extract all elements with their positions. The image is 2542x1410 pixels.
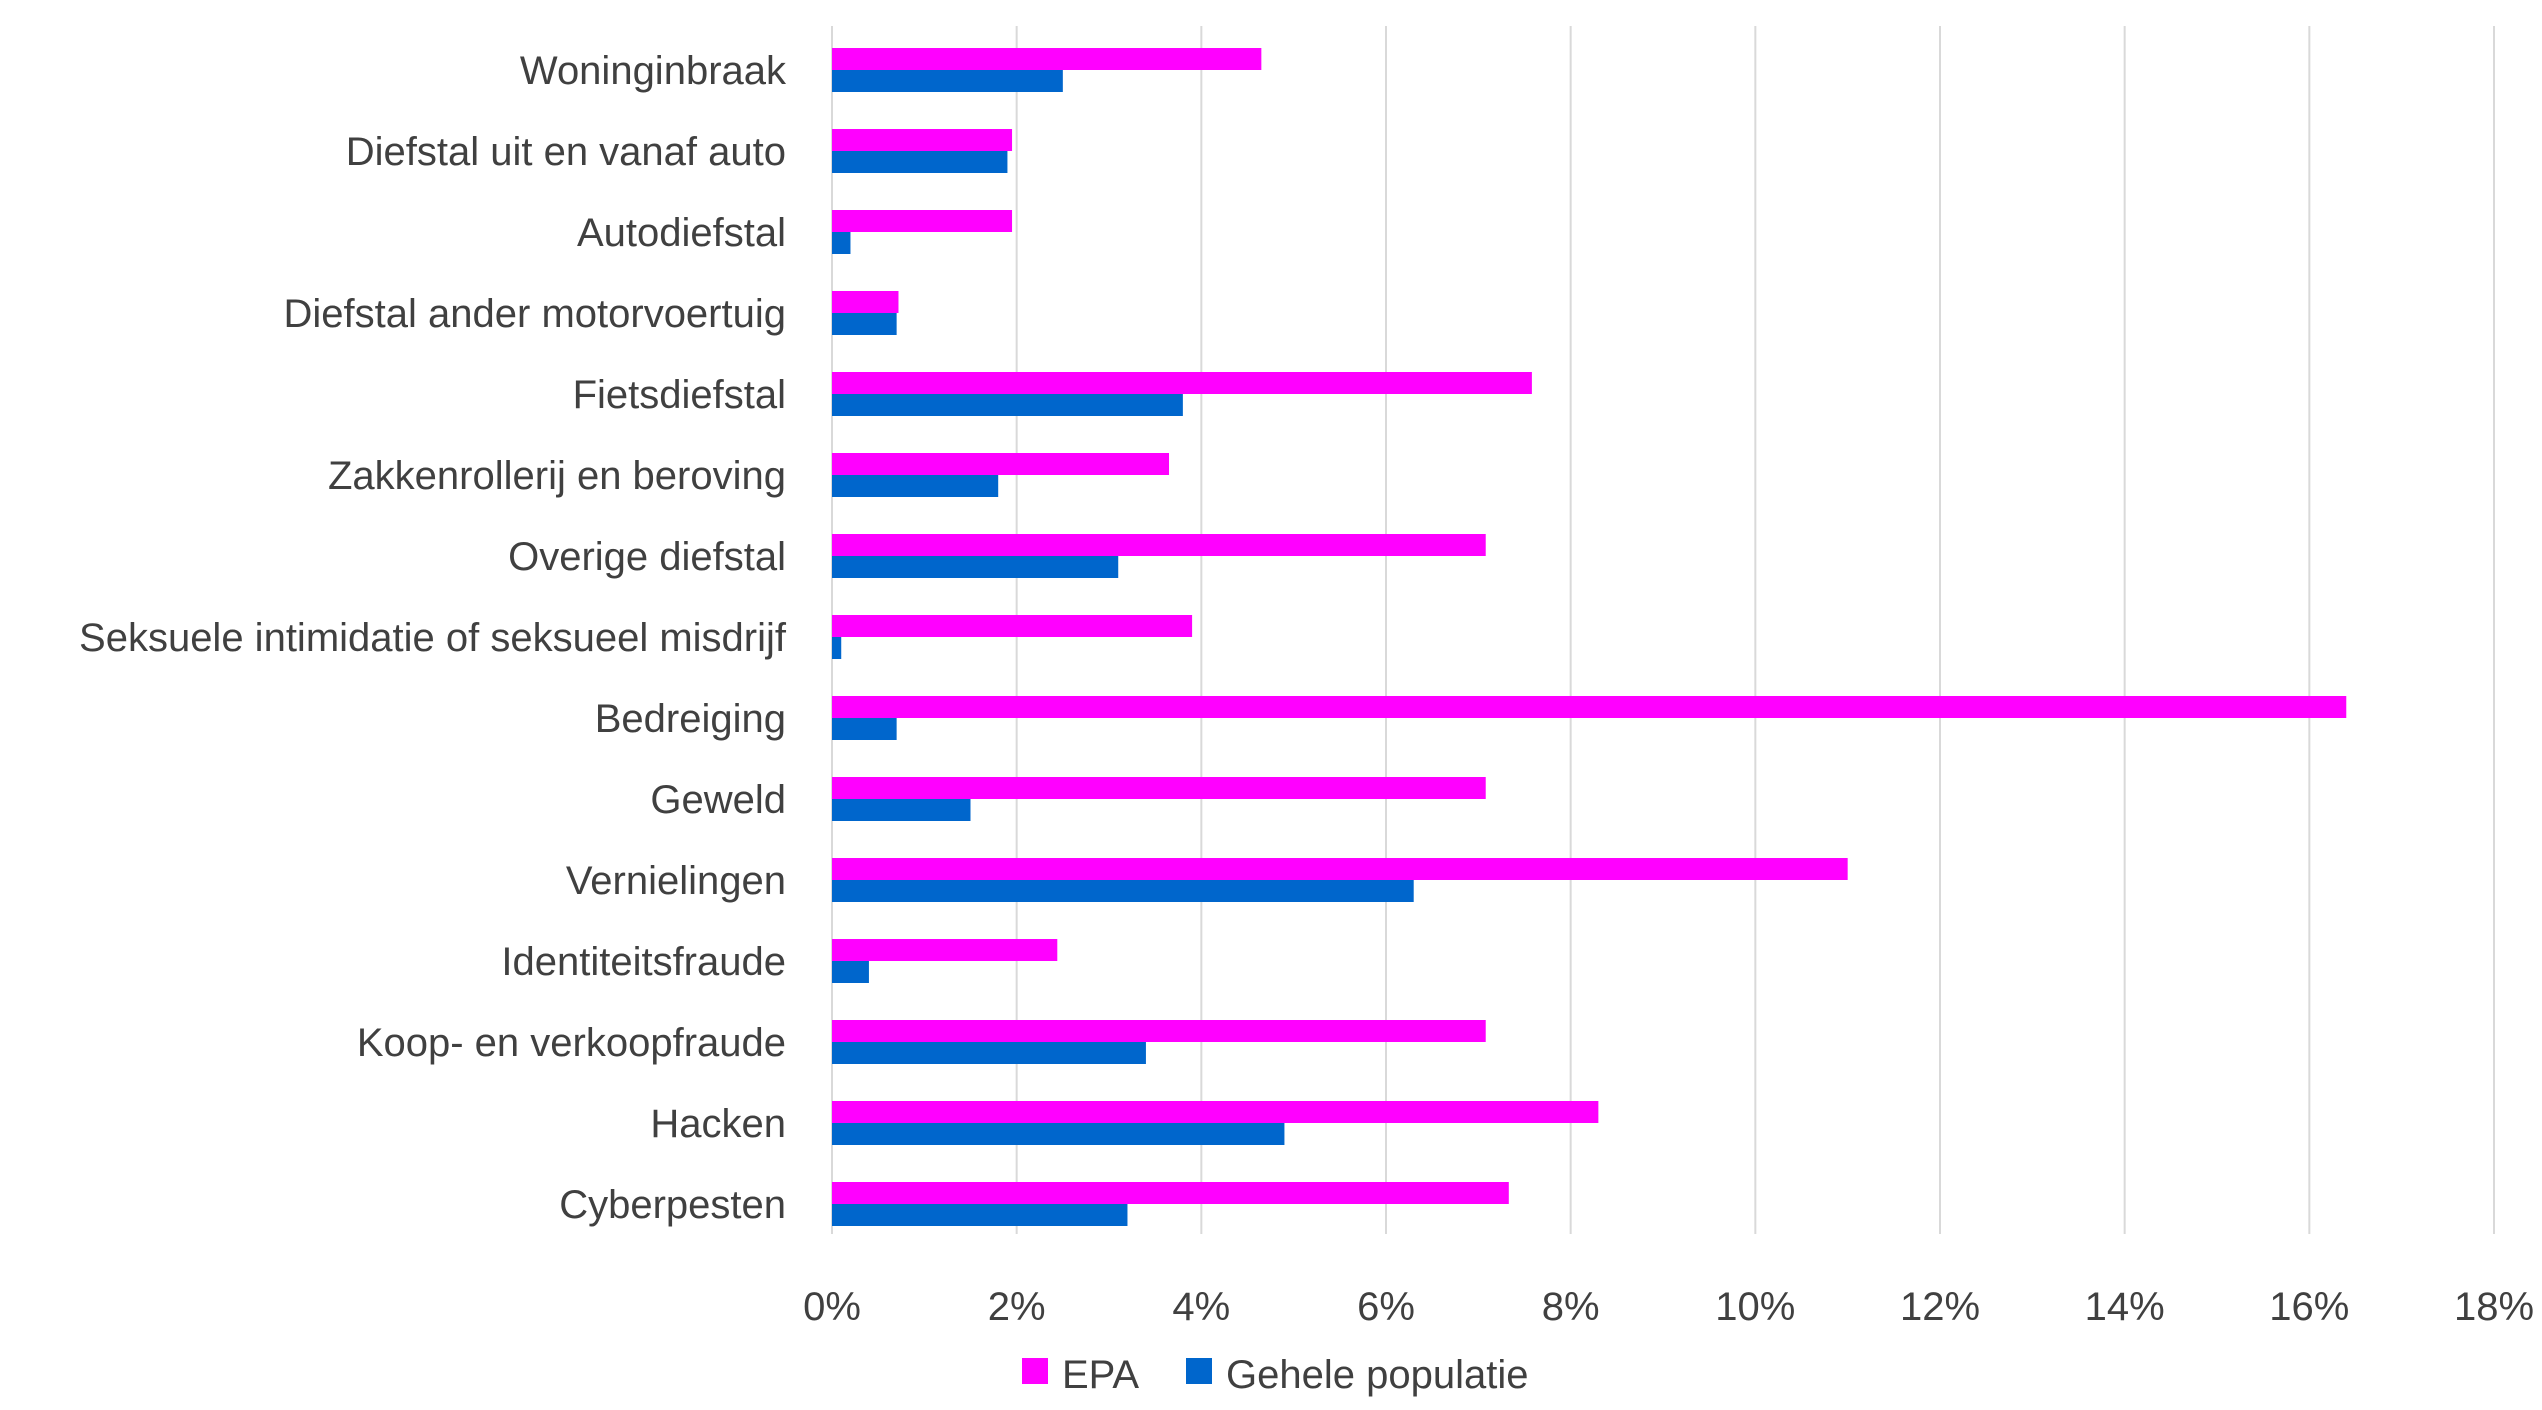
bar-epa [832, 1182, 1509, 1204]
bar-epa [832, 129, 1013, 151]
x-tick-label: 18% [2454, 1285, 2534, 1329]
bar-gehele-populatie [832, 880, 1414, 902]
bar-gehele-populatie [832, 961, 869, 983]
category-label: Geweld [650, 778, 786, 822]
x-tick-labels: 0% 2% 4% 6% 8% 10% 12% 14% 16% 18% [803, 1285, 2534, 1329]
bar-gehele-populatie [832, 70, 1063, 92]
bar-epa [832, 696, 2347, 718]
bar-epa [832, 939, 1058, 961]
bar-gehele-populatie [832, 799, 971, 821]
category-label: Koop- en verkoopfraude [357, 1021, 786, 1065]
category-label: Overige diefstal [508, 535, 786, 579]
bar-gehele-populatie [832, 232, 851, 254]
x-tick-label: 16% [2269, 1285, 2349, 1329]
gridlines [831, 26, 2495, 1234]
category-label: Fietsdiefstal [573, 373, 786, 417]
bar-epa [832, 210, 1013, 232]
bar-gehele-populatie [832, 1204, 1128, 1226]
x-tick-label: 2% [988, 1285, 1046, 1329]
bar-gehele-populatie [832, 718, 897, 740]
bar-gehele-populatie [832, 475, 999, 497]
bar-epa [832, 291, 899, 313]
x-tick-label: 14% [2085, 1285, 2165, 1329]
bar-epa [832, 48, 1262, 70]
bar-gehele-populatie [832, 637, 842, 659]
bar-gehele-populatie [832, 1123, 1285, 1145]
x-tick-label: 8% [1542, 1285, 1600, 1329]
bar-gehele-populatie [832, 556, 1119, 578]
category-label: Diefstal ander motorvoertuig [284, 292, 786, 336]
category-label: Seksuele intimidatie of seksueel misdrij… [79, 616, 787, 660]
category-label: Vernielingen [566, 859, 786, 903]
bar-epa [832, 1101, 1599, 1123]
category-label: Cyberpesten [559, 1183, 786, 1227]
bar-epa [832, 453, 1170, 475]
x-tick-label: 0% [803, 1285, 861, 1329]
legend-swatch-epa [1022, 1358, 1048, 1384]
bar-epa [832, 372, 1532, 394]
category-label: Zakkenrollerij en beroving [328, 454, 786, 498]
category-label: Autodiefstal [577, 211, 786, 255]
x-tick-label: 4% [1172, 1285, 1230, 1329]
bar-gehele-populatie [832, 394, 1183, 416]
bar-epa [832, 615, 1193, 637]
x-tick-label: 12% [1900, 1285, 1980, 1329]
x-tick-label: 6% [1357, 1285, 1415, 1329]
legend-swatch-gehele-populatie [1186, 1358, 1212, 1384]
bar-epa [832, 777, 1486, 799]
legend-label-gehele-populatie: Gehele populatie [1226, 1353, 1528, 1397]
bars [832, 48, 2347, 1226]
category-label: Woninginbraak [520, 49, 787, 93]
category-labels: Woninginbraak Diefstal uit en vanaf auto A… [79, 49, 787, 1227]
legend-label-epa: EPA [1062, 1353, 1139, 1397]
category-label: Identiteitsfraude [501, 940, 786, 984]
bar-gehele-populatie [832, 1042, 1146, 1064]
legend: EPA Gehele populatie [1022, 1353, 1528, 1397]
bar-epa [832, 534, 1486, 556]
x-tick-label: 10% [1715, 1285, 1795, 1329]
bar-epa [832, 1020, 1486, 1042]
bar-epa [832, 858, 1848, 880]
bar-gehele-populatie [832, 151, 1008, 173]
bar-gehele-populatie [832, 313, 897, 335]
category-label: Hacken [650, 1102, 786, 1146]
category-label: Diefstal uit en vanaf auto [346, 130, 786, 174]
category-label: Bedreiging [595, 697, 786, 741]
